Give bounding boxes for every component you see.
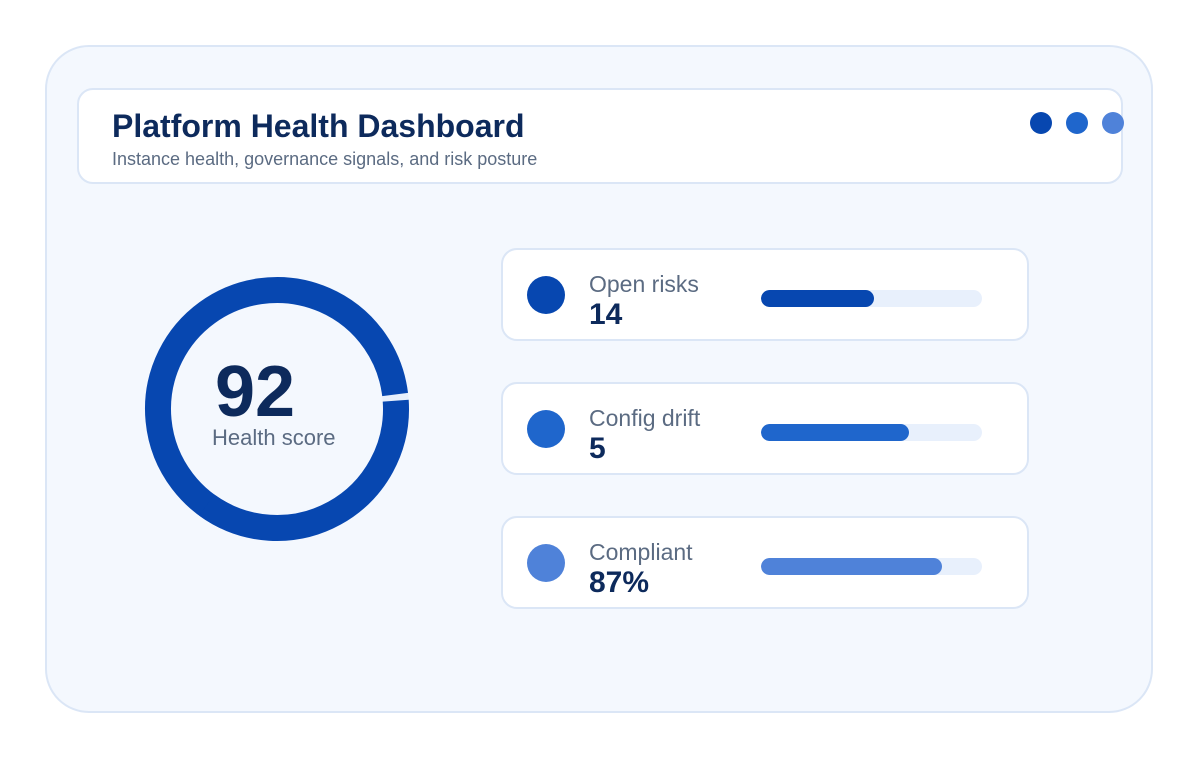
window-dot-2[interactable] bbox=[1066, 112, 1088, 134]
gauge-arc-main bbox=[145, 277, 409, 529]
metric-label: Compliant bbox=[589, 539, 693, 565]
metric-label: Open risks bbox=[589, 271, 699, 297]
metric-card-open-risks[interactable]: Open risks 14 bbox=[501, 248, 1029, 341]
metric-progress-fill bbox=[761, 424, 910, 441]
page-title: Platform Health Dashboard bbox=[112, 108, 525, 144]
dashboard-header: Platform Health Dashboard Instance healt… bbox=[77, 88, 1123, 184]
open-risks-status-icon bbox=[527, 276, 565, 314]
metric-card-config-drift[interactable]: Config drift 5 bbox=[501, 382, 1029, 475]
config-drift-status-icon bbox=[527, 410, 565, 448]
metric-progress-track bbox=[761, 424, 982, 441]
metric-value: 14 bbox=[589, 298, 623, 331]
metric-value: 87% bbox=[589, 566, 650, 599]
compliant-status-icon bbox=[527, 544, 565, 582]
page-subtitle: Instance health, governance signals, and… bbox=[112, 149, 538, 169]
health-gauge bbox=[142, 274, 412, 544]
health-score-value: 92 bbox=[215, 352, 296, 432]
metric-progress-fill bbox=[761, 558, 943, 575]
metric-value: 5 bbox=[589, 432, 606, 465]
window-dot-3[interactable] bbox=[1102, 112, 1124, 134]
gauge-arc-secondary bbox=[199, 399, 409, 541]
metric-progress-fill bbox=[761, 290, 874, 307]
metric-card-compliant[interactable]: Compliant 87% bbox=[501, 516, 1029, 609]
metric-label: Config drift bbox=[589, 405, 701, 431]
metric-progress-track bbox=[761, 558, 982, 575]
window-dot-1[interactable] bbox=[1030, 112, 1052, 134]
metric-progress-track bbox=[761, 290, 982, 307]
health-score-label: Health score bbox=[212, 425, 336, 450]
